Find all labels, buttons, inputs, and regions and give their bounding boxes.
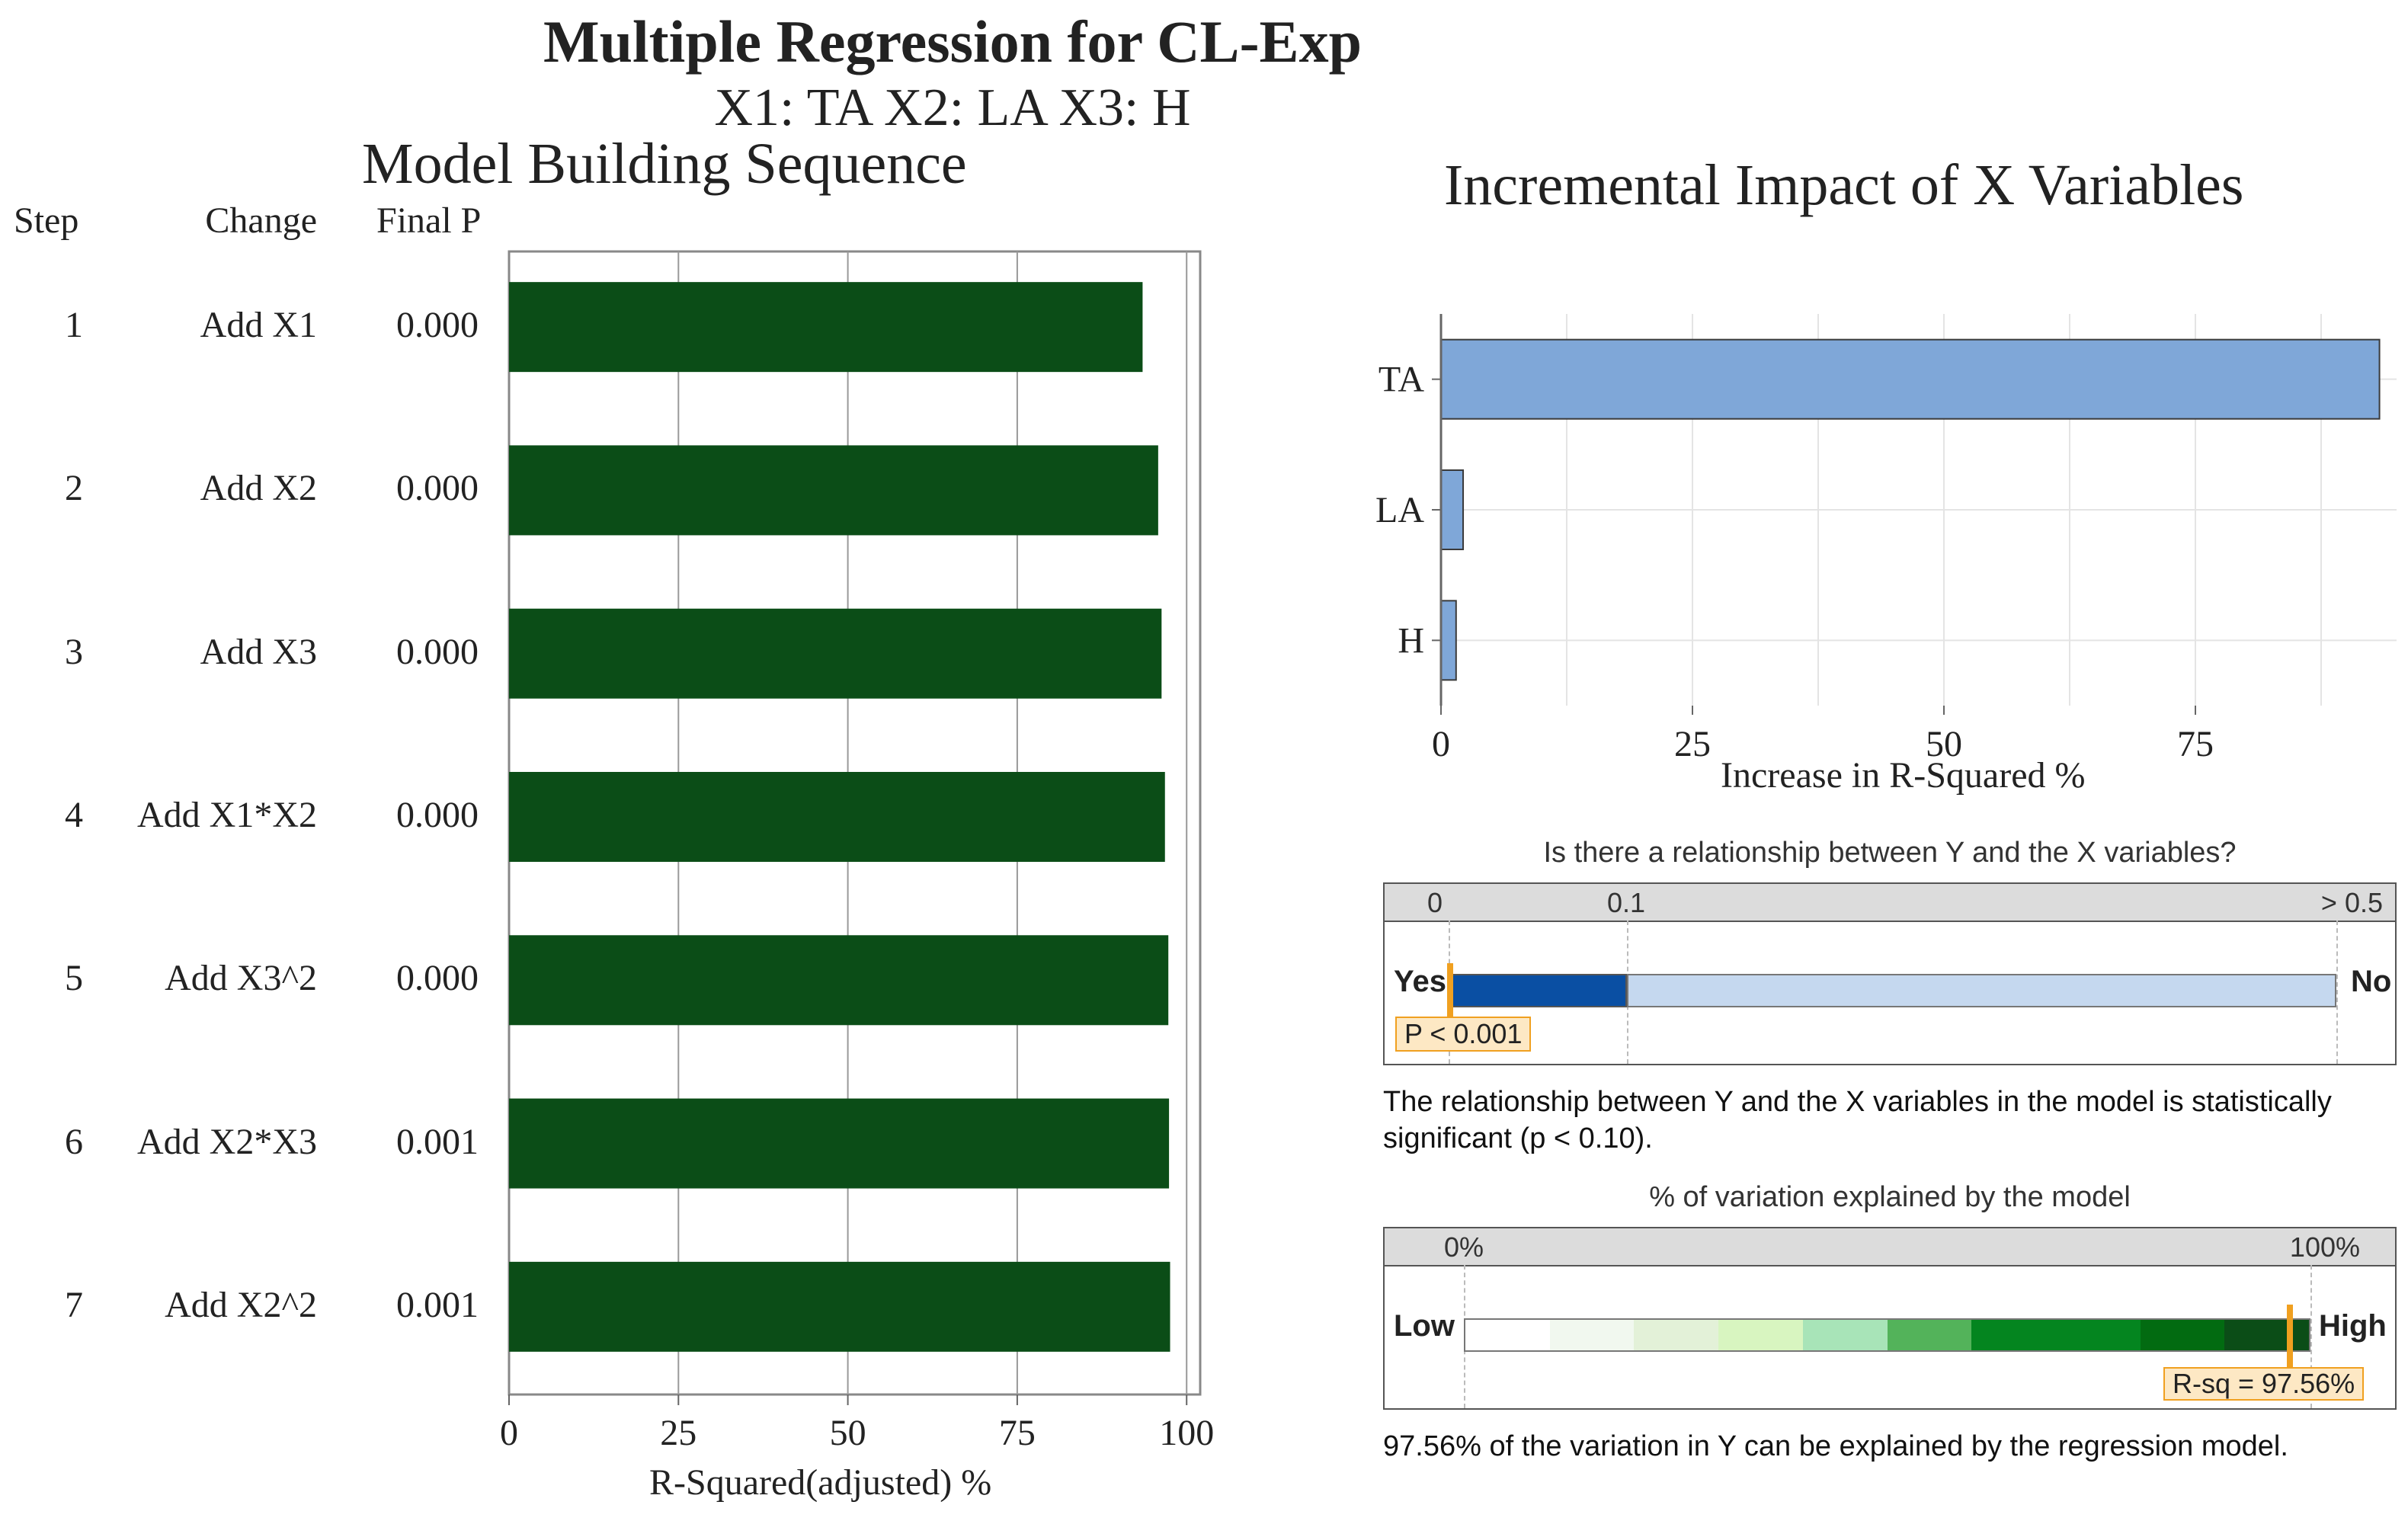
step-number: 3: [65, 631, 83, 672]
impact-bar: [1440, 338, 2381, 420]
left-tick-label: 0: [500, 1413, 518, 1453]
r-band-2: [1549, 1320, 1635, 1350]
model-step-bar: [509, 1261, 1170, 1352]
step-number: 1: [65, 305, 83, 346]
step-final-p: 0.000: [396, 468, 479, 509]
step-number: 4: [65, 795, 83, 835]
model-step-bar: [509, 608, 1162, 699]
step-change: Add X1: [200, 305, 317, 346]
model-step-bar: [509, 1098, 1170, 1189]
impact-bar: [1440, 469, 1465, 550]
r-band-9: [2224, 1320, 2310, 1350]
model-building-title: Model Building Sequence: [362, 132, 967, 196]
header-step: Step: [14, 200, 79, 241]
r-squared-marker: [2286, 1305, 2293, 1369]
step-final-p: 0.000: [396, 795, 479, 835]
model-step-bar: [509, 772, 1165, 862]
high-label: High: [2319, 1309, 2387, 1343]
p-value-label: P < 0.001: [1395, 1017, 1532, 1052]
yes-label: Yes: [1394, 965, 1446, 998]
variation-note: 97.56% of the variation in Y can be expl…: [1383, 1430, 2288, 1462]
header-change: Change: [205, 200, 317, 241]
step-change: Add X3: [200, 631, 317, 672]
step-number: 7: [65, 1284, 83, 1325]
model-building-chart: 0 25 50 75 100: [500, 250, 1214, 1453]
step-change: Add X2^2: [165, 1284, 317, 1325]
r-band-4: [1718, 1320, 1803, 1350]
r-band-3: [1634, 1320, 1719, 1350]
r-squared-label: R-sq = 97.56%: [2163, 1367, 2365, 1401]
left-tick-label: 25: [660, 1413, 696, 1453]
r-band-6: [1887, 1320, 1972, 1350]
impact-category-label: H: [1398, 620, 1424, 661]
step-number: 6: [65, 1121, 83, 1162]
relationship-gauge-header: [1385, 884, 2395, 922]
p-significant-range: [1449, 974, 1627, 1007]
step-final-p: 0.001: [396, 1121, 479, 1162]
impact-category-label: LA: [1375, 490, 1424, 530]
left-tick-label: 100: [1159, 1413, 1214, 1453]
right-tick-label: 25: [1674, 724, 1711, 764]
p-scale-point-one: 0.1: [1607, 887, 1646, 918]
r-scale-hundred: 100%: [2289, 1231, 2360, 1263]
r-band-5: [1802, 1320, 1888, 1350]
impact-bar: [1440, 600, 1457, 681]
header-final-p: Final P: [376, 200, 482, 241]
right-tick-label: 0: [1432, 724, 1450, 764]
r-scale-zero: 0%: [1444, 1231, 1484, 1263]
left-tick-label: 50: [830, 1413, 866, 1453]
p-nonsignificant-range: [1627, 974, 2336, 1007]
step-change: Add X2*X3: [137, 1121, 317, 1162]
relationship-gauge: 0 0.1 > 0.5 Yes No P < 0.001: [1383, 882, 2397, 1065]
main-subtitle: X1: TA X2: LA X3: H: [714, 78, 1191, 137]
incremental-impact-chart: TA LA H 0 25 50 75: [1375, 314, 2397, 764]
variation-gauge-header: [1385, 1228, 2395, 1266]
r-band-8: [2140, 1320, 2225, 1350]
right-x-axis-label: Increase in R-Squared %: [1721, 755, 2086, 796]
model-step-bar: [509, 935, 1169, 1026]
main-title: Multiple Regression for CL-Exp: [543, 8, 1362, 75]
variation-title: % of variation explained by the model: [1649, 1181, 2131, 1213]
step-change: Add X3^2: [165, 958, 317, 999]
model-step-bar: [509, 445, 1158, 536]
p-scale-max: > 0.5: [2320, 887, 2383, 918]
r-band-7: [1971, 1320, 2141, 1350]
right-tick-label: 50: [1926, 724, 1962, 764]
step-change: Add X1*X2: [137, 795, 317, 835]
r-band-1: [1465, 1320, 1550, 1350]
incremental-impact-title: Incremental Impact of X Variables: [1444, 153, 2244, 217]
step-final-p: 0.001: [396, 1284, 479, 1325]
right-tick-label: 75: [2177, 724, 2214, 764]
left-x-axis-label: R-Squared(adjusted) %: [649, 1462, 992, 1503]
step-number: 5: [65, 958, 83, 999]
no-label: No: [2351, 965, 2392, 998]
p-scale-zero: 0: [1427, 887, 1443, 918]
variation-gauge: 0% 100% Low High R-sq = 97.56%: [1383, 1227, 2397, 1410]
step-final-p: 0.000: [396, 631, 479, 672]
relationship-question: Is there a relationship between Y and th…: [1543, 837, 2237, 869]
p-value-marker: [1447, 963, 1454, 1017]
step-final-p: 0.000: [396, 958, 479, 999]
impact-category-label: TA: [1379, 360, 1424, 400]
relationship-note: The relationship between Y and the X var…: [1383, 1086, 2332, 1154]
model-step-bar: [509, 282, 1143, 373]
step-number: 2: [65, 468, 83, 509]
step-final-p: 0.000: [396, 305, 479, 346]
r-squared-gradient-bar: [1464, 1318, 2310, 1352]
step-change: Add X2: [200, 468, 317, 509]
low-label: Low: [1394, 1309, 1455, 1343]
left-tick-label: 75: [999, 1413, 1036, 1453]
